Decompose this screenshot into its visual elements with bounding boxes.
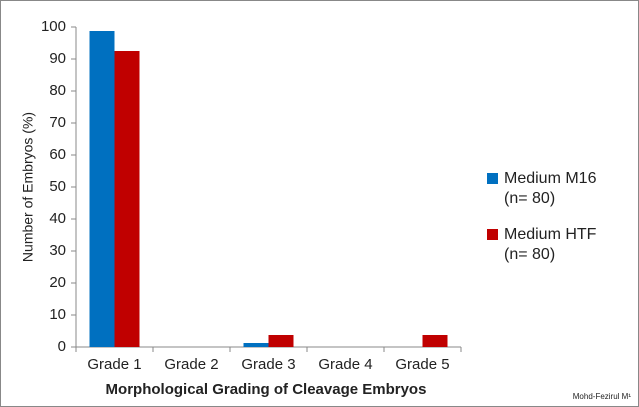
annotation: Mohd-Fezirul M¹: [573, 392, 632, 401]
bar: [89, 31, 115, 347]
y-tick-label: 40: [49, 210, 66, 227]
bar: [268, 335, 294, 347]
y-tick-label: 20: [49, 274, 66, 291]
y-tick-label: 50: [49, 178, 66, 195]
y-tick-label: 10: [49, 306, 66, 323]
y-tick-label: 100: [41, 18, 66, 35]
legend-label: Medium M16 (n= 80): [504, 170, 597, 207]
y-tick-label: 0: [58, 338, 66, 355]
bar: [243, 343, 269, 347]
legend-item: Medium M16 (n= 80): [487, 169, 596, 209]
x-tick-label: Grade 1: [87, 356, 141, 373]
legend-swatch: [487, 173, 498, 184]
legend-swatch: [487, 229, 498, 240]
y-tick-label: 30: [49, 242, 66, 259]
y-axis-label: Number of Embryos (%): [20, 112, 36, 262]
x-tick-label: Grade 2: [164, 356, 218, 373]
y-tick-label: 70: [49, 114, 66, 131]
x-axis-label: Morphological Grading of Cleavage Embryo…: [106, 381, 427, 398]
x-tick-label: Grade 4: [318, 356, 372, 373]
x-tick-label: Grade 3: [241, 356, 295, 373]
legend-item: Medium HTF (n= 80): [487, 225, 596, 265]
y-tick-label: 80: [49, 82, 66, 99]
legend: Medium M16 (n= 80) Medium HTF (n= 80): [487, 169, 596, 281]
y-tick-label: 90: [49, 50, 66, 67]
legend-label: Medium HTF (n= 80): [504, 226, 597, 263]
bar: [114, 51, 140, 347]
bar: [422, 335, 448, 347]
x-tick-label: Grade 5: [395, 356, 449, 373]
y-tick-label: 60: [49, 146, 66, 163]
